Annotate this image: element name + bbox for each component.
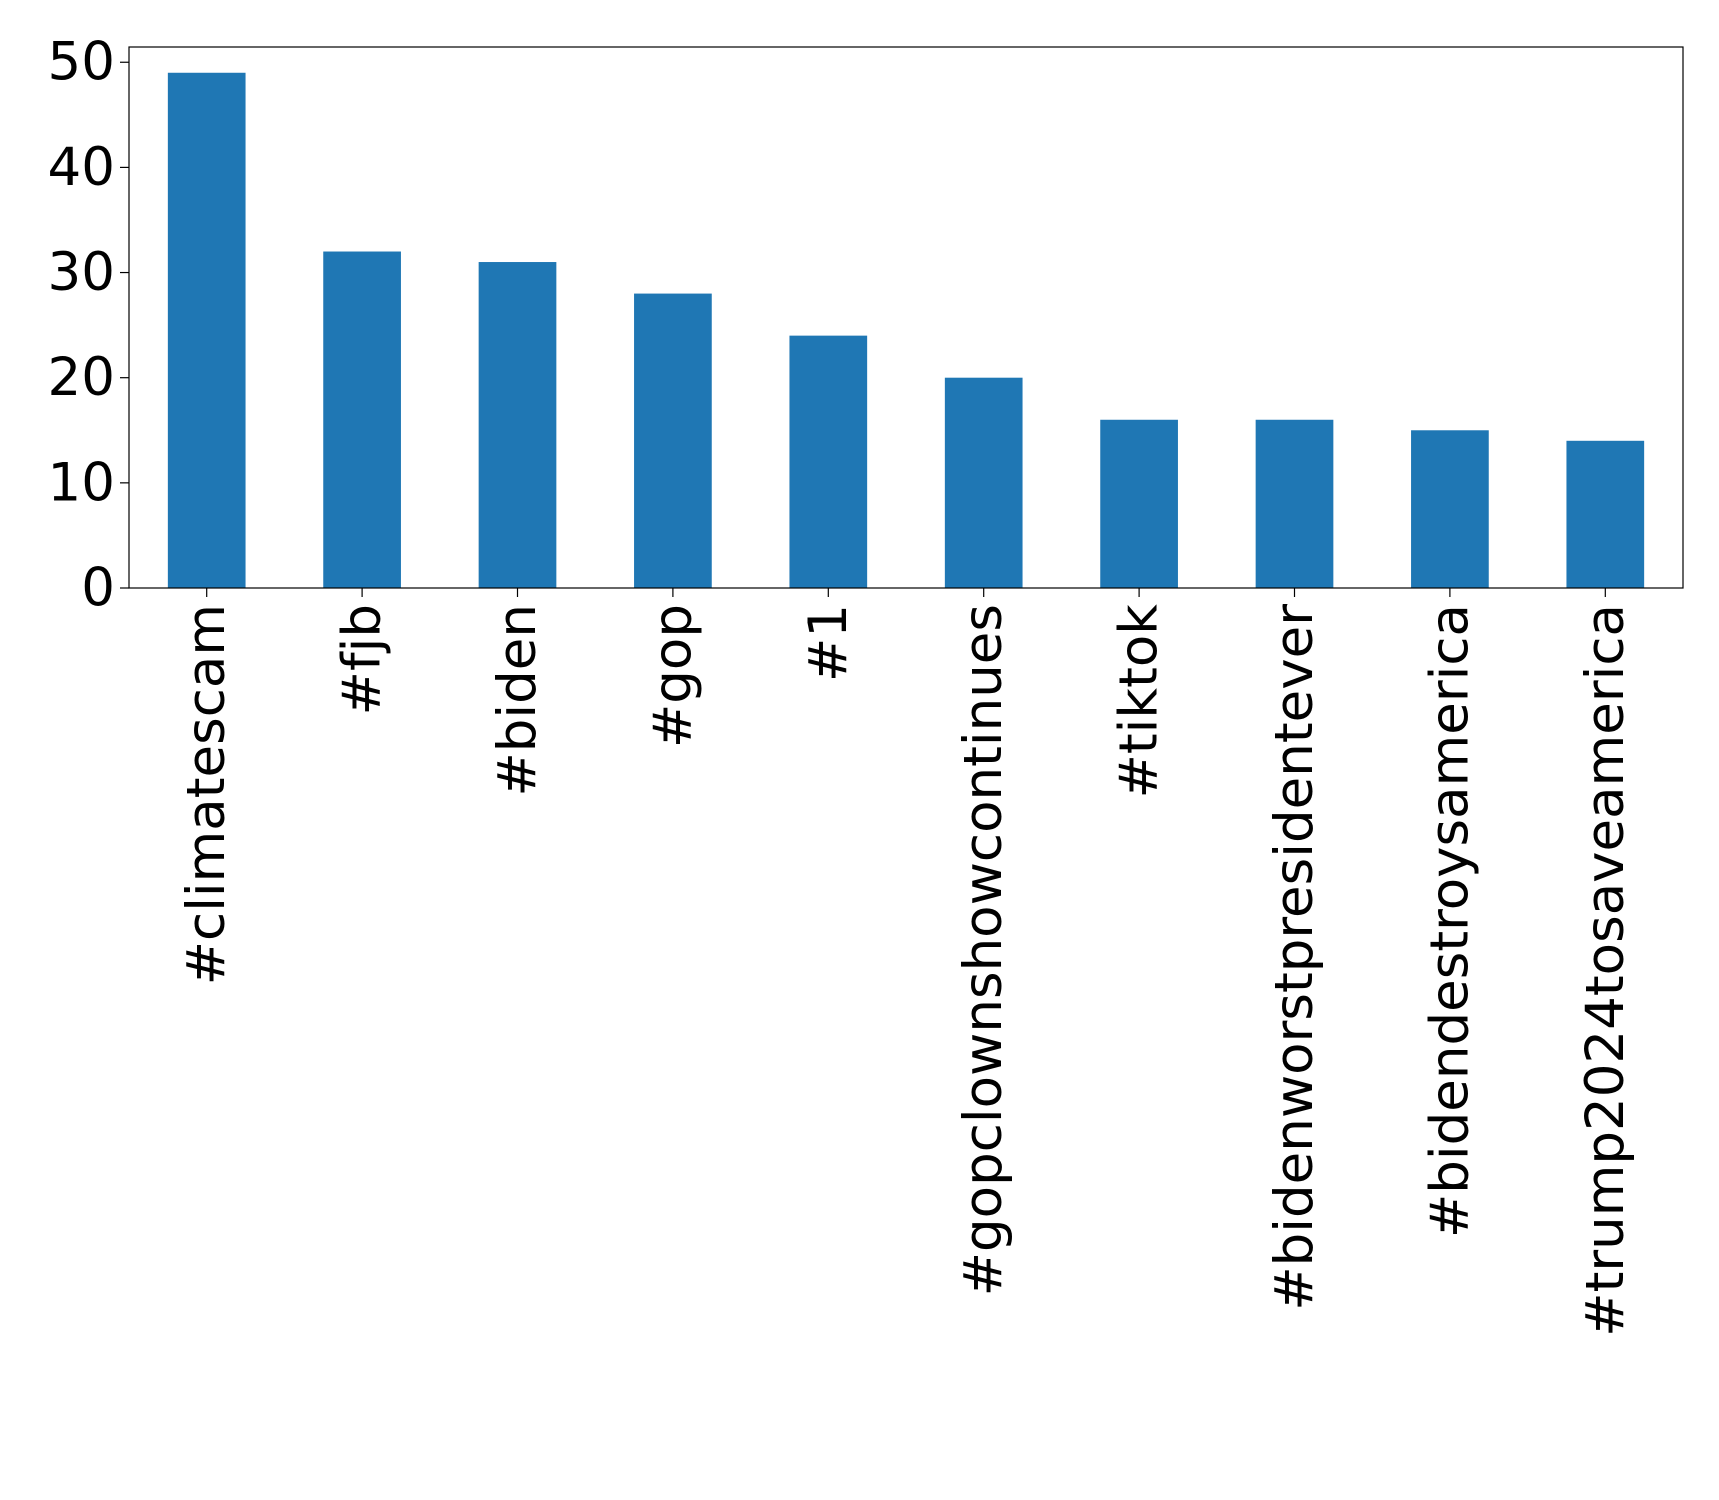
bar-gopclownshowcontinues — [944, 377, 1023, 588]
bar-tiktok — [1100, 419, 1178, 588]
plot-frame — [128, 46, 1684, 589]
bar-trump2024tosaveamerica — [1566, 440, 1645, 588]
bar-1 — [789, 335, 868, 588]
x-tick-label: #gopclownshowcontinues — [953, 604, 1014, 1296]
bar-fjb — [323, 251, 401, 588]
x-tick-label: #bidenworstpresidentever — [1264, 604, 1325, 1311]
y-tick-label: 30 — [48, 242, 115, 303]
y-axis: 0 10 20 30 40 50 — [48, 32, 129, 619]
y-tick-label: 40 — [48, 137, 115, 198]
x-tick-label: #gop — [642, 604, 703, 748]
x-tick-label: #climatescam — [176, 604, 237, 985]
bars-group — [167, 72, 1645, 588]
x-tick-label: #1 — [798, 604, 859, 682]
x-tick-label: #bidendestroysamerica — [1419, 604, 1480, 1238]
bar-gop — [634, 293, 712, 588]
x-tick-label: #biden — [487, 604, 548, 797]
bar-bidenworstpresidentever — [1255, 419, 1334, 588]
y-tick-label: 50 — [48, 32, 115, 93]
x-tick-label: #fjb — [332, 604, 393, 715]
y-tick-label: 20 — [48, 347, 115, 408]
x-tick-label: #tiktok — [1109, 604, 1170, 799]
y-tick-label: 0 — [81, 558, 115, 619]
x-axis: #climatescam #fjb #biden #gop #1 #gopclownsho… — [176, 588, 1636, 1337]
bar-climatescam — [167, 72, 246, 588]
x-tick-label: #trump2024tosaveamerica — [1575, 604, 1636, 1337]
bar-biden — [478, 262, 557, 588]
y-tick-label: 10 — [48, 452, 115, 513]
bar-bidendestroysamerica — [1411, 430, 1489, 588]
